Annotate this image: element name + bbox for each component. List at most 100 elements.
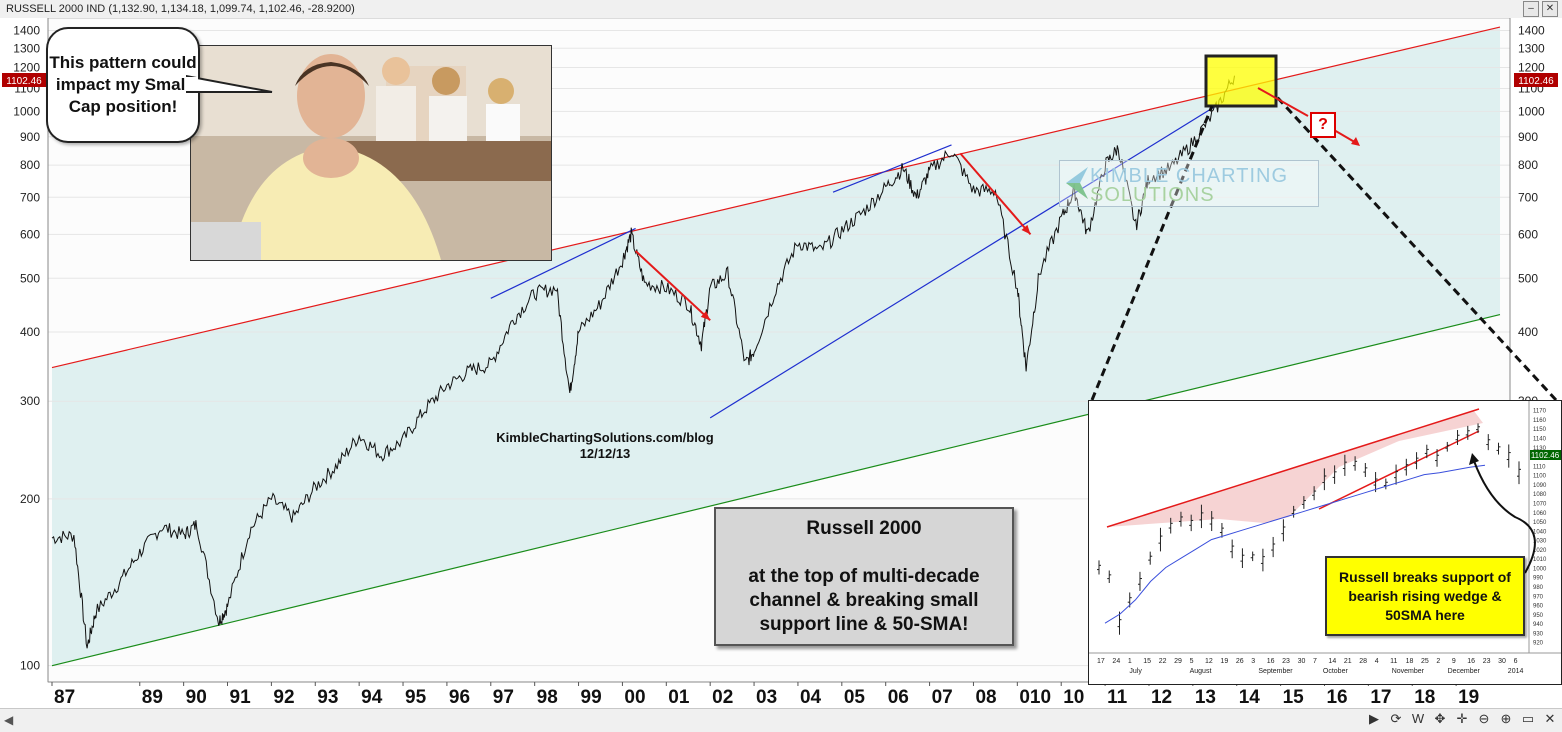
inset-month-label: August	[1190, 668, 1212, 675]
y-tick-label: 1300	[13, 41, 40, 55]
inset-x-tick-label: 3	[1251, 658, 1255, 665]
x-tick-label: 010	[1019, 687, 1051, 708]
x-tick-label: 92	[273, 687, 294, 708]
last-price-tag-left: 1102.46	[2, 73, 46, 87]
x-tick-label: 00	[624, 687, 645, 708]
crosshair-cursor-icon[interactable]: ✥	[1434, 711, 1446, 726]
x-axis: 87 89 90 91 92 93 94 95 96 97 98 99 00 01 02 03 04 05 06 07…	[48, 681, 1510, 708]
inset-x-tick-label: 23	[1282, 658, 1290, 665]
inset-x-tick-label: 6	[1514, 658, 1518, 665]
inset-x-tick-label: 11	[1390, 658, 1397, 665]
page-icon[interactable]: ▭	[1521, 711, 1535, 726]
zoom-in-icon[interactable]: ⊕	[1500, 711, 1512, 726]
question-mark-badge: ?	[1310, 112, 1336, 138]
inset-x-tick-label: 12	[1205, 658, 1213, 665]
y-tick-label: 600	[20, 227, 40, 241]
scroll-left-icon[interactable]: ◀	[4, 713, 14, 727]
logo-icon	[1066, 167, 1088, 199]
channel-fill	[52, 27, 1500, 666]
y-tick-label: 400	[1518, 325, 1538, 339]
inset-x-tick-label: 29	[1174, 658, 1182, 665]
speech-bubble: This pattern could impact my Small Cap p…	[46, 27, 200, 143]
ohlc-values: (1,132.90, 1,134.18, 1,099.74, 1,102.46,…	[108, 3, 355, 15]
inset-ohlc-bars	[1097, 423, 1521, 635]
inset-x-tick-label: 24	[1112, 658, 1120, 665]
inset-x-tick-label: 25	[1421, 658, 1429, 665]
inset-y-tick-label: 1130	[1533, 446, 1547, 452]
inset-x-tick-label: 4	[1375, 658, 1379, 665]
inset-x-tick-label: 30	[1498, 658, 1506, 665]
price-series-line	[51, 75, 1235, 649]
red-arrow	[959, 152, 1032, 236]
inset-y-tick-label: 960	[1533, 604, 1544, 610]
window-titlebar: RUSSELL 2000 IND (1,132.90, 1,134.18, 1,…	[0, 0, 1562, 19]
info-box: Russell 2000 at the top of multi-decade …	[714, 507, 1014, 646]
x-tick-label: 04	[800, 687, 822, 708]
inset-last-price: 1102.46	[1531, 451, 1560, 460]
inset-x-tick-label: 21	[1344, 658, 1352, 665]
scroll-right-icon[interactable]: ▶	[1369, 711, 1379, 726]
x-tick-label: 03	[756, 687, 777, 708]
curved-arrow	[1473, 460, 1536, 574]
highlight-box	[1204, 54, 1278, 108]
x-tick-label: 93	[317, 687, 338, 708]
curved-arrow-head	[1469, 453, 1479, 465]
watermark-line2: SOLUTIONS	[1090, 184, 1215, 206]
y-tick-label: 900	[20, 130, 40, 144]
y-tick-label: 1200	[1518, 61, 1545, 75]
bubble-text: This pattern could impact my Small Cap p…	[49, 53, 197, 116]
inset-x-axis: 17 24 1 15 22 29 5 12 19 26 3 16 23 30 7 14 21 28 4 11 18 25 2…	[1097, 658, 1518, 665]
y-tick-label: 200	[20, 492, 40, 506]
sma50-line	[1104, 464, 1486, 624]
inset-x-tick-label: 1	[1128, 658, 1132, 665]
x-tick-label: 95	[405, 687, 427, 708]
inset-x-tick-label: 16	[1467, 658, 1475, 665]
minimize-icon[interactable]: –	[1523, 1, 1539, 17]
x-tick-label: 98	[537, 687, 558, 708]
x-tick-label: 16	[1326, 687, 1347, 708]
inset-y-tick-label: 940	[1533, 622, 1544, 628]
y-tick-label: 1000	[13, 104, 40, 118]
y-tick-label: 400	[20, 325, 40, 339]
y-tick-label: 600	[1518, 227, 1538, 241]
x-tick-label: 01	[668, 687, 690, 708]
red-arrow	[634, 250, 711, 321]
close-icon[interactable]: ✕	[1542, 1, 1558, 17]
x-tick-label: 08	[975, 687, 996, 708]
inset-y-tick-label: 1060	[1533, 511, 1547, 517]
inset-y-tick-label: 1140	[1533, 436, 1547, 442]
y-tick-label: 700	[1518, 190, 1538, 204]
inset-y-tick-label: 1170	[1533, 409, 1547, 415]
zoom-out-icon[interactable]: ⊖	[1478, 711, 1490, 726]
callout-dashed-line-1	[1090, 105, 1214, 401]
inset-y-tick-label: 1050	[1533, 520, 1547, 526]
last-price-tag-right: 1102.46	[1514, 73, 1558, 87]
x-tick-label: 13	[1195, 687, 1216, 708]
inset-y-tick-label: 930	[1533, 631, 1544, 637]
inset-month-axis: July August September October November Decemb…	[1129, 668, 1523, 675]
inset-y-tick-label: 1100	[1533, 474, 1547, 480]
inset-x-tick-label: 30	[1298, 658, 1306, 665]
x-tick-label: 96	[449, 687, 470, 708]
x-tick-label: 14	[1239, 687, 1261, 708]
inset-y-tick-label: 1030	[1533, 539, 1547, 545]
y-tick-label: 500	[20, 271, 40, 285]
worried-man-photo	[190, 45, 552, 261]
move-icon[interactable]: ✛	[1456, 711, 1468, 726]
inset-chart: 1170116011501140113011201110110010901080…	[1088, 400, 1562, 685]
inset-y-tick-label: 920	[1533, 641, 1544, 647]
refresh-icon[interactable]: ⟳	[1390, 711, 1402, 726]
y-tick-label: 1000	[1518, 104, 1545, 118]
inset-x-tick-label: 22	[1159, 658, 1167, 665]
week-icon[interactable]: W	[1411, 711, 1425, 726]
inset-y-tick-label: 1110	[1533, 464, 1546, 470]
y-tick-label: 1400	[13, 23, 40, 37]
inset-y-tick-label: 1020	[1533, 548, 1547, 554]
pin-icon[interactable]: ✕	[1544, 711, 1556, 726]
info-body: at the top of multi-decade channel & bre…	[748, 566, 980, 635]
inset-y-tick-label: 950	[1533, 613, 1544, 619]
inset-month-label: September	[1258, 668, 1293, 675]
watermark-logo: KIMBLE CHARTING SOLUTIONS	[1059, 160, 1319, 207]
x-tick-label: 89	[142, 687, 163, 708]
x-tick-label: 02	[712, 687, 733, 708]
